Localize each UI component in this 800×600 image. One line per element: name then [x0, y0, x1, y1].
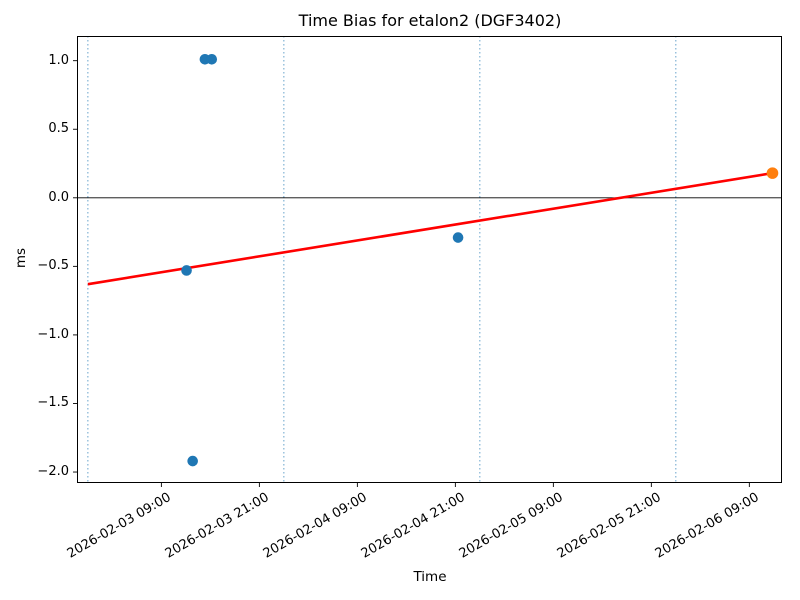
- data-point-measurement: [181, 265, 192, 276]
- y-tick-label: 0.5: [48, 121, 69, 137]
- data-point-measurement: [452, 232, 464, 243]
- y-tick-label: −2.0: [37, 464, 69, 480]
- data-point-measurement: [187, 455, 198, 467]
- chart-title: Time Bias for etalon2 (DGF3402): [298, 11, 562, 30]
- y-tick-label: −0.5: [37, 258, 69, 274]
- y-tick-label: −1.5: [37, 395, 69, 411]
- axes-box: [77, 36, 782, 483]
- y-tick-label: −1.0: [37, 326, 69, 342]
- y-tick-label: 0.0: [48, 189, 69, 205]
- x-axis-label: Time: [413, 569, 447, 585]
- trend-line: [87, 171, 773, 286]
- y-tick-label: 1.0: [48, 52, 69, 68]
- data-point-latest: [766, 167, 779, 179]
- data-point-measurement: [206, 54, 218, 65]
